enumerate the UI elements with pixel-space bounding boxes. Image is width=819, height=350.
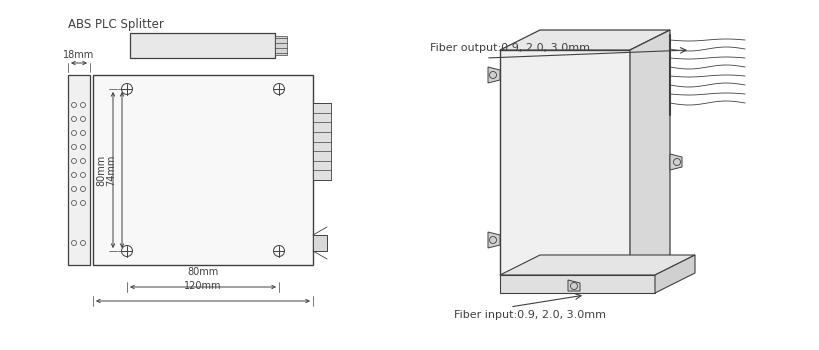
Text: 120mm: 120mm bbox=[184, 281, 221, 291]
Bar bbox=[130, 33, 274, 58]
Text: 74mm: 74mm bbox=[106, 154, 115, 186]
Polygon shape bbox=[654, 255, 695, 293]
Text: 18mm: 18mm bbox=[63, 50, 94, 60]
Text: Fiber input:0.9, 2.0, 3.0mm: Fiber input:0.9, 2.0, 3.0mm bbox=[454, 310, 605, 320]
Polygon shape bbox=[487, 67, 500, 83]
Bar bbox=[274, 36, 287, 55]
Text: 80mm: 80mm bbox=[96, 154, 106, 186]
Text: 80mm: 80mm bbox=[188, 267, 219, 277]
Polygon shape bbox=[500, 255, 695, 275]
Polygon shape bbox=[500, 30, 669, 50]
Bar bbox=[68, 75, 90, 265]
Polygon shape bbox=[629, 30, 669, 275]
Text: ABS PLC Splitter: ABS PLC Splitter bbox=[68, 18, 164, 31]
Bar bbox=[93, 75, 313, 265]
Polygon shape bbox=[500, 275, 654, 293]
Polygon shape bbox=[500, 50, 629, 275]
Bar bbox=[313, 235, 327, 251]
Polygon shape bbox=[487, 232, 500, 248]
Bar bbox=[313, 103, 331, 180]
Polygon shape bbox=[568, 280, 579, 291]
Text: Fiber output:0.9, 2.0, 3.0mm: Fiber output:0.9, 2.0, 3.0mm bbox=[429, 43, 590, 53]
Polygon shape bbox=[669, 154, 681, 170]
